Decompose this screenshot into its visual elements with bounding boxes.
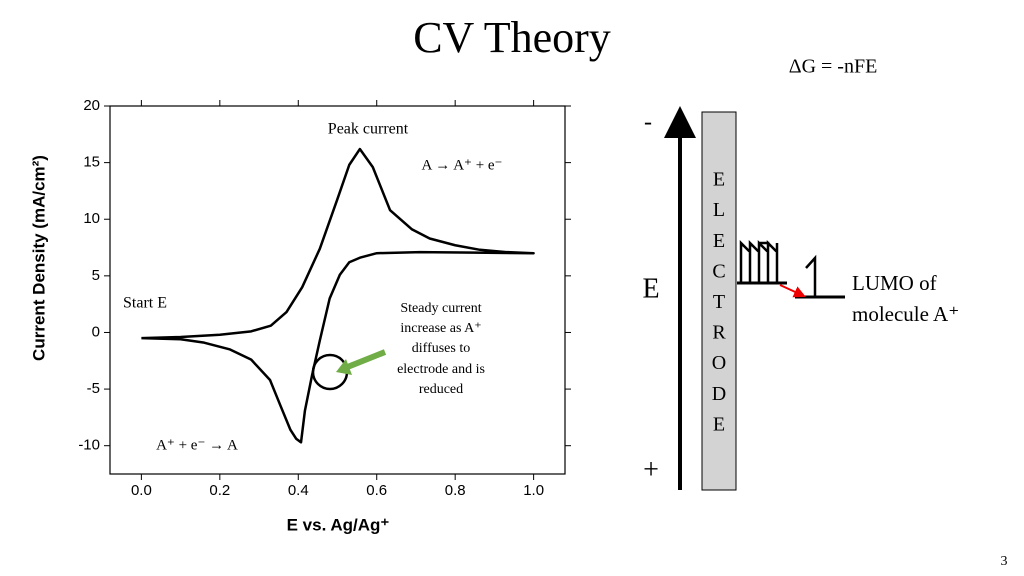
annotation: Steady current <box>400 301 481 316</box>
y-tick-label: 10 <box>83 210 100 227</box>
annotation: A⁺ + e⁻ → A <box>156 437 238 453</box>
cv-curve <box>141 147 535 444</box>
x-tick-label: 1.0 <box>523 482 544 499</box>
chart: Current Density (mA/cm²) E vs. Ag/Ag⁺ Pe… <box>29 97 571 534</box>
y-tick-label: 15 <box>83 154 100 171</box>
electrode-letter: E <box>713 230 725 252</box>
plus-sign: + <box>643 454 659 485</box>
electron-arrows <box>739 239 779 285</box>
x-tick-label: 0.2 <box>209 482 230 499</box>
x-tick-label: 0.8 <box>445 482 466 499</box>
slide-title: CV Theory <box>413 13 611 62</box>
y-tick-label: 5 <box>92 267 100 284</box>
electrode <box>701 111 737 491</box>
pointer-arrow <box>343 349 387 371</box>
annotation: Start E <box>123 295 167 312</box>
x-tick-label: 0.0 <box>131 482 152 499</box>
minus-sign: - <box>644 110 652 136</box>
electrode-letter: R <box>712 322 726 344</box>
electrode-letter: C <box>712 260 725 282</box>
lumo-electron <box>805 254 817 297</box>
transfer-arrow <box>779 284 806 298</box>
annotation: increase as A⁺ <box>400 321 481 336</box>
electrode-letter: T <box>713 291 725 313</box>
energy-diagram: - E + LUMO of molecule A⁺ <box>642 106 959 491</box>
annotation: A → A⁺ + e⁻ <box>422 157 503 173</box>
y-tick-label: 20 <box>83 97 100 114</box>
electrode-letter: L <box>713 199 725 221</box>
x-tick-label: 0.4 <box>288 482 309 499</box>
x-axis-label: E vs. Ag/Ag⁺ <box>287 515 390 534</box>
annotation: reduced <box>419 382 463 397</box>
annotation: electrode and is <box>397 362 485 377</box>
potential-label: E <box>642 273 659 304</box>
y-tick-label: -5 <box>87 380 100 397</box>
plot-frame <box>109 105 566 475</box>
y-tick-label: 0 <box>92 323 100 340</box>
electrode-letter: O <box>712 352 726 374</box>
annotation: diffuses to <box>412 341 470 356</box>
electrode-letter: E <box>713 169 725 191</box>
x-tick-label: 0.6 <box>366 482 387 499</box>
lumo-label: molecule A⁺ <box>852 302 959 326</box>
y-tick-label: -10 <box>78 437 100 454</box>
electrode-letter: E <box>713 413 725 435</box>
equation: ΔG = -nFE <box>789 56 878 78</box>
y-axis-label: Current Density (mA/cm²) <box>29 155 48 361</box>
page-number: 3 <box>1001 554 1008 569</box>
pointer-arrow-head <box>336 359 352 375</box>
lumo-label: LUMO of <box>852 271 937 295</box>
electrode-letter: D <box>712 383 726 405</box>
annotation: Peak current <box>328 121 409 138</box>
